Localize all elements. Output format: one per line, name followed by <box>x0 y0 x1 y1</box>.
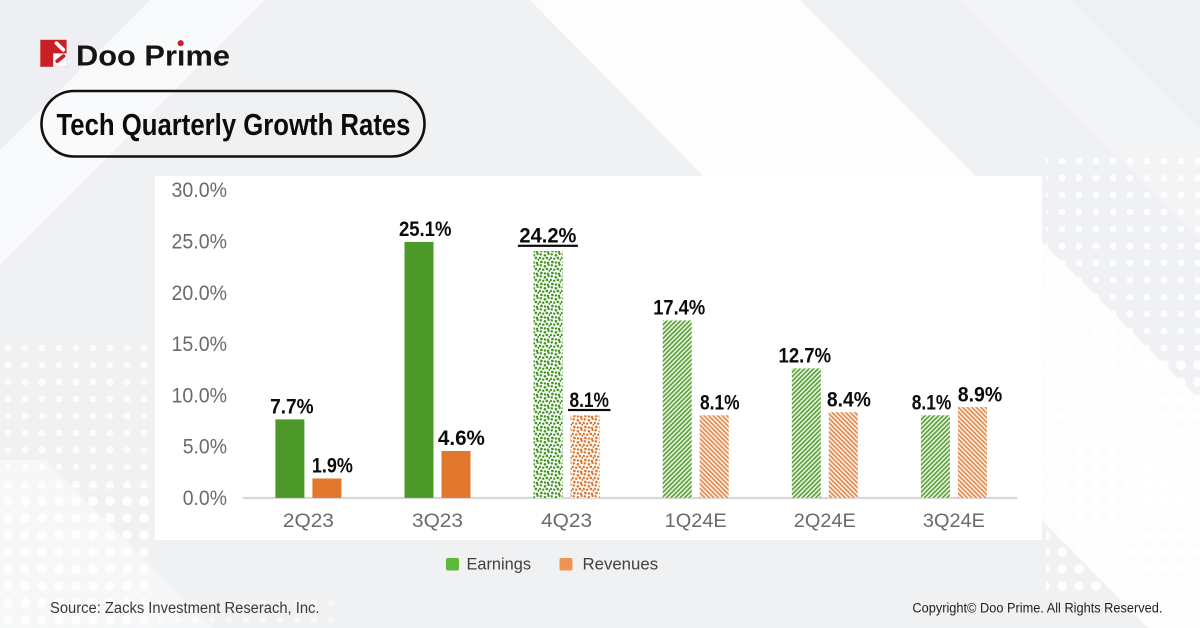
svg-text:Earnings: Earnings <box>467 556 532 574</box>
svg-text:5.0%: 5.0% <box>183 436 227 459</box>
svg-text:Revenues: Revenues <box>583 556 659 574</box>
svg-text:2Q24E: 2Q24E <box>794 511 856 532</box>
svg-text:4.6%: 4.6% <box>438 427 485 450</box>
svg-text:1.9%: 1.9% <box>312 455 353 478</box>
svg-text:7.7%: 7.7% <box>270 396 314 419</box>
svg-text:10.0%: 10.0% <box>172 384 228 407</box>
svg-text:0.0%: 0.0% <box>183 487 227 510</box>
svg-text:Source: Zacks Investment Reser: Source: Zacks Investment Reserach, Inc. <box>50 600 320 617</box>
svg-text:8.1%: 8.1% <box>912 392 952 415</box>
svg-text:2Q23: 2Q23 <box>283 511 334 532</box>
svg-text:25.1%: 25.1% <box>399 218 452 241</box>
svg-text:Tech Quarterly Growth Rates: Tech Quarterly Growth Rates <box>57 107 411 142</box>
svg-text:8.1%: 8.1% <box>569 389 609 412</box>
svg-text:30.0%: 30.0% <box>172 179 228 202</box>
svg-text:25.0%: 25.0% <box>172 231 228 254</box>
svg-text:Copyright© Doo Prime. All Righ: Copyright© Doo Prime. All Rights Reserve… <box>912 601 1162 616</box>
svg-text:8.9%: 8.9% <box>958 383 1003 406</box>
svg-text:24.2%: 24.2% <box>519 225 576 248</box>
svg-text:1Q24E: 1Q24E <box>665 511 727 532</box>
svg-text:12.7%: 12.7% <box>779 345 832 368</box>
svg-text:17.4%: 17.4% <box>653 297 705 320</box>
svg-text:3Q23: 3Q23 <box>412 511 463 532</box>
svg-text:8.1%: 8.1% <box>700 392 740 415</box>
svg-text:4Q23: 4Q23 <box>541 511 592 532</box>
svg-text:8.4%: 8.4% <box>827 388 871 411</box>
svg-text:20.0%: 20.0% <box>172 282 228 305</box>
svg-text:Doo Prıme: Doo Prıme <box>76 41 230 73</box>
svg-text:15.0%: 15.0% <box>172 333 228 356</box>
svg-text:3Q24E: 3Q24E <box>923 511 985 532</box>
